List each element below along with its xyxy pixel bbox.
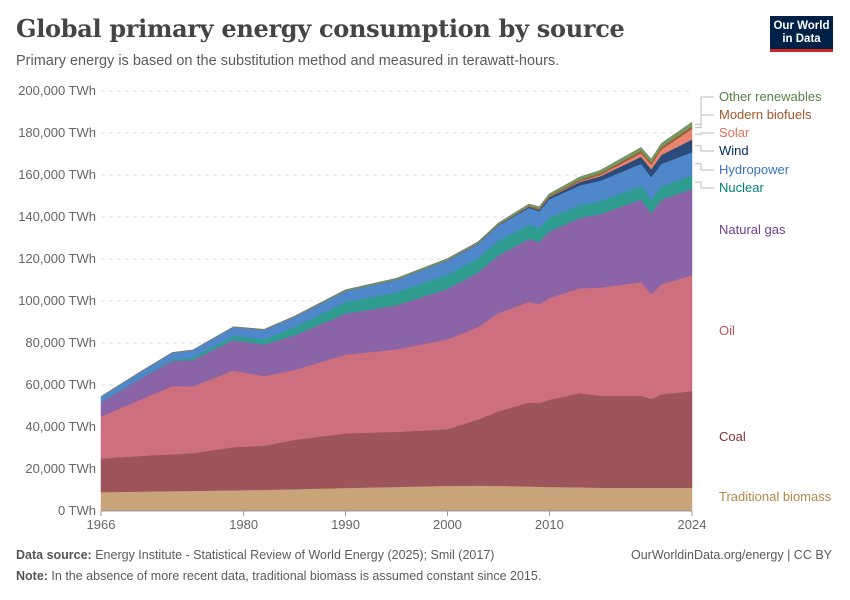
chart-title: Global primary energy consumption by sou… — [16, 14, 625, 43]
legend-label[interactable]: Oil — [719, 323, 735, 338]
x-tick-label: 2010 — [535, 517, 564, 532]
legend-label[interactable]: Traditional biomass — [719, 489, 832, 504]
x-tick-label: 1966 — [87, 517, 116, 532]
legend-label[interactable]: Hydropower — [719, 162, 790, 177]
x-tick-label: 1990 — [331, 517, 360, 532]
legend-connector — [695, 114, 714, 129]
y-tick-label: 80,000 TWh — [25, 335, 96, 350]
y-tick-label: 0 TWh — [58, 503, 96, 518]
note-text: In the absence of more recent data, trad… — [47, 569, 542, 583]
logo-line-2: in Data — [782, 33, 821, 45]
legend-label[interactable]: Solar — [719, 125, 750, 140]
legend-label[interactable]: Coal — [719, 429, 746, 444]
legend-label[interactable]: Other renewables — [719, 89, 822, 104]
y-tick-label: 60,000 TWh — [25, 377, 96, 392]
data-source: Data source: Energy Institute - Statisti… — [16, 548, 494, 562]
x-tick-label: 2024 — [678, 517, 707, 532]
y-tick-label: 20,000 TWh — [25, 461, 96, 476]
legend-connector — [695, 181, 714, 189]
legend-connector — [695, 96, 714, 125]
legend-connector — [695, 163, 714, 171]
legend-connector — [695, 132, 714, 135]
note-label: Note: — [16, 569, 48, 583]
legend-label[interactable]: Wind — [719, 143, 749, 158]
y-tick-label: 140,000 TWh — [18, 209, 96, 224]
legend-label[interactable]: Modern biofuels — [719, 107, 812, 122]
logo-line-1: Our World — [773, 20, 830, 32]
legend-label[interactable]: Nuclear — [719, 180, 764, 195]
total-outline — [100, 122, 693, 397]
x-tick-label: 1980 — [229, 517, 258, 532]
source-url-link[interactable]: OurWorldinData.org/energy | CC BY — [630, 548, 832, 562]
y-tick-label: 160,000 TWh — [18, 167, 96, 182]
chart-subtitle: Primary energy is based on the substitut… — [16, 53, 560, 69]
y-tick-label: 120,000 TWh — [18, 251, 96, 266]
y-tick-label: 100,000 TWh — [18, 293, 96, 308]
x-tick-label: 2000 — [433, 517, 462, 532]
y-tick-label: 180,000 TWh — [18, 125, 96, 140]
owid-logo[interactable]: Our World in Data — [770, 16, 833, 52]
data-source-label: Data source: — [16, 548, 92, 562]
y-tick-label: 200,000 TWh — [18, 83, 96, 98]
y-tick-label: 40,000 TWh — [25, 419, 96, 434]
data-source-text: Energy Institute - Statistical Review of… — [91, 548, 495, 562]
legend-label[interactable]: Natural gas — [719, 222, 786, 237]
legend-connector — [695, 145, 714, 152]
note: Note: In the absence of more recent data… — [16, 569, 541, 583]
